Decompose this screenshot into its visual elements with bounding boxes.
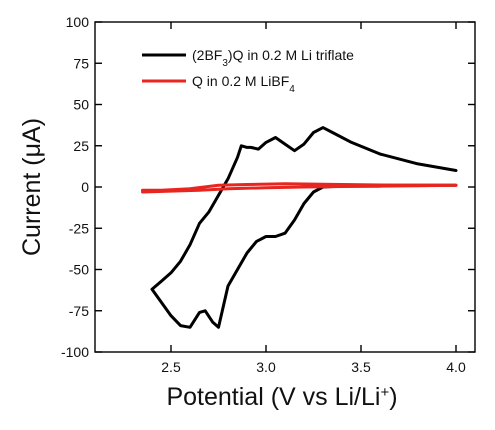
series-layer bbox=[141, 126, 458, 329]
y-tick-label: 50 bbox=[73, 97, 89, 113]
x-axis-label: Potential (V vs Li/Li+) bbox=[166, 383, 397, 411]
legend-label-2: Q in 0.2 M LiBF4 bbox=[192, 73, 295, 95]
y-tick-label: 25 bbox=[73, 138, 89, 154]
legend: (2BF3)Q in 0.2 M Li triflate Q in 0.2 M L… bbox=[142, 47, 354, 95]
y-axis-label: Current (μA) bbox=[18, 118, 46, 256]
x-axis-label-superscript: + bbox=[380, 384, 389, 401]
x-tick-label: 4.0 bbox=[446, 359, 466, 375]
legend-label-1: (2BF3)Q in 0.2 M Li triflate bbox=[192, 47, 354, 69]
x-axis-ticks: 2.5 3.0 3.5 4.0 bbox=[161, 22, 466, 375]
y-axis-ticks: -100 -75 -50 -25 0 25 50 75 100 bbox=[61, 14, 475, 360]
y-tick-label: 0 bbox=[81, 179, 89, 195]
x-tick-label: 2.5 bbox=[161, 359, 181, 375]
series-line-1 bbox=[150, 126, 458, 329]
y-tick-label: -25 bbox=[69, 220, 89, 236]
x-axis-label-suffix: ) bbox=[389, 383, 397, 411]
x-axis-label-main: Potential (V vs Li/Li bbox=[166, 383, 380, 411]
y-tick-label: -100 bbox=[61, 344, 89, 360]
y-tick-label: -75 bbox=[69, 303, 89, 319]
x-tick-label: 3.0 bbox=[256, 359, 276, 375]
y-tick-label: 75 bbox=[73, 55, 89, 71]
series-line-2 bbox=[141, 182, 458, 194]
y-tick-label: -50 bbox=[69, 262, 89, 278]
x-tick-label: 3.5 bbox=[351, 359, 371, 375]
y-tick-label: 100 bbox=[66, 14, 90, 30]
